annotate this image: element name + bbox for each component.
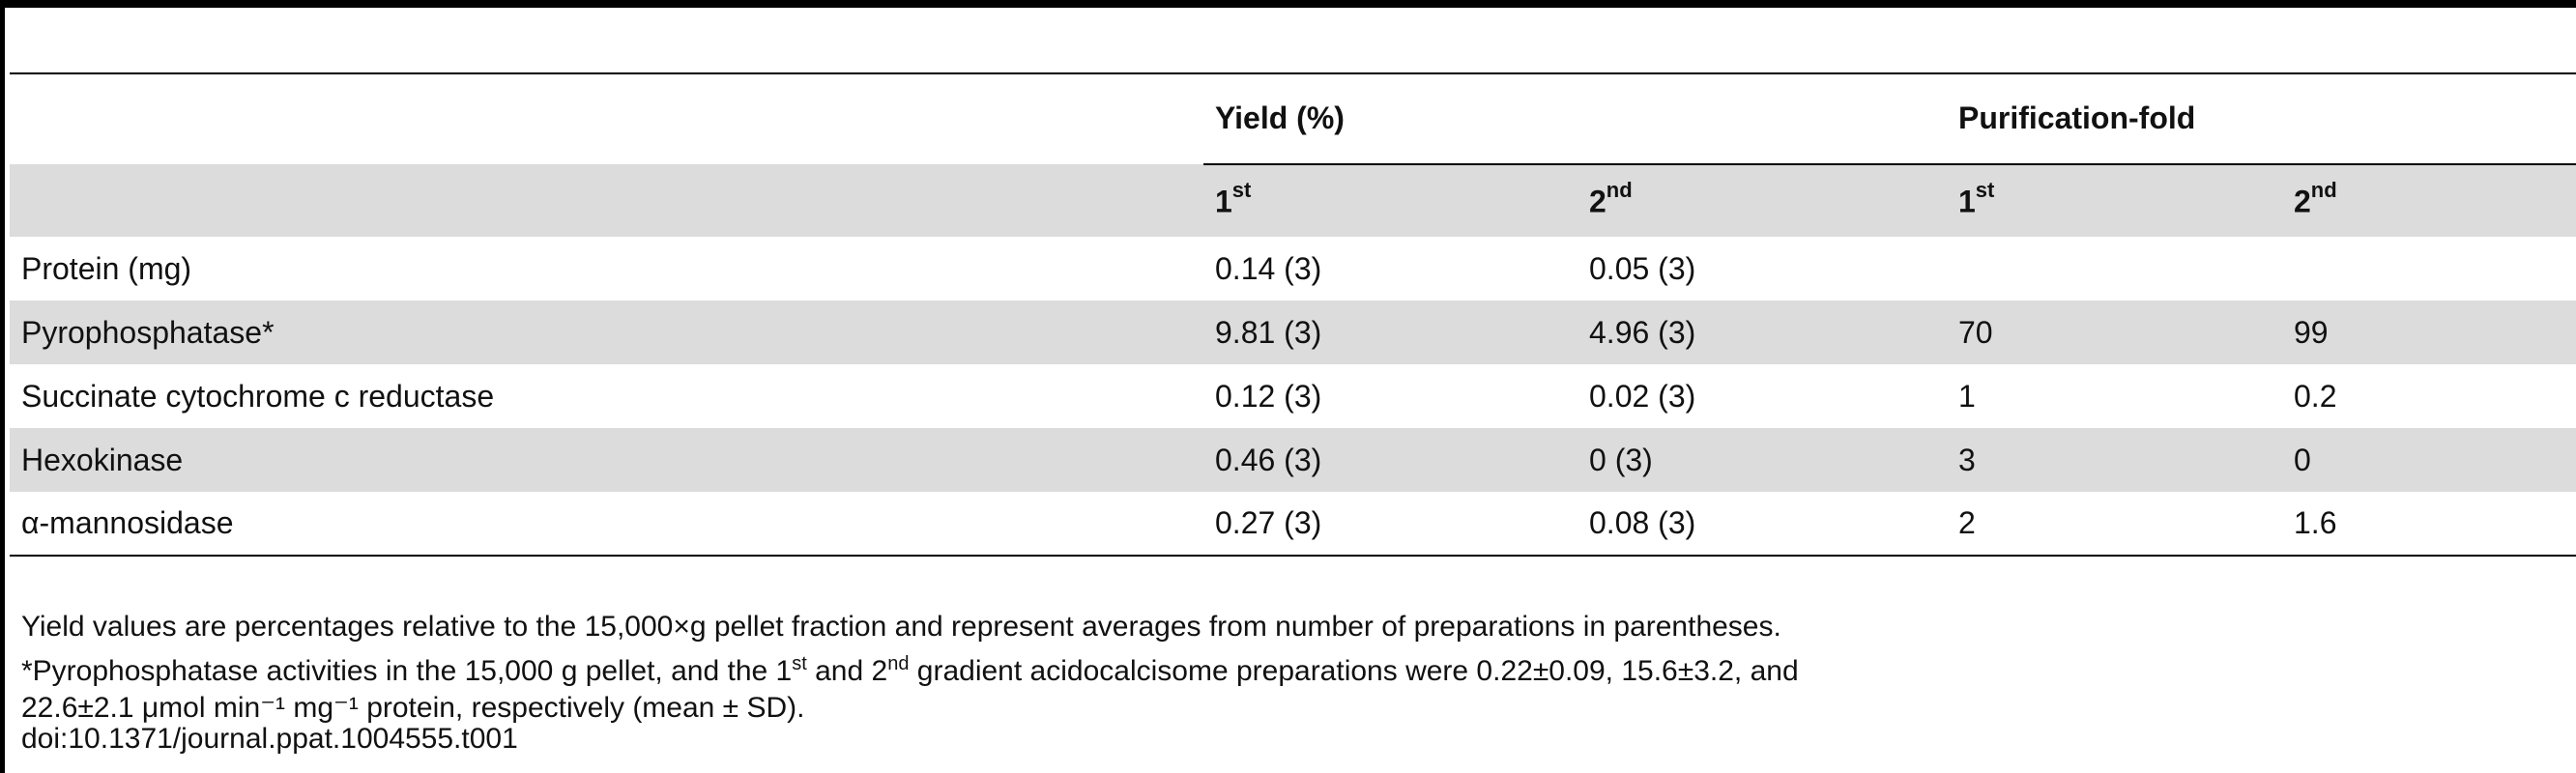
row-label: Succinate cytochrome c reductase: [21, 378, 495, 414]
row-label: Protein (mg): [21, 250, 192, 286]
purif-1st-value: 70: [1958, 314, 1993, 350]
yield-1st-value: 0.27 (3): [1215, 505, 1322, 540]
row-label: Pyrophosphatase*: [21, 314, 275, 350]
purif-2nd-value: [2282, 237, 2576, 301]
yield-2nd-header: 2nd: [1577, 164, 1947, 237]
purif-1st-value: 3: [1958, 442, 1976, 477]
purification-group-header: Purification-fold: [1947, 72, 2576, 165]
footnote-units: 22.6±2.1 μmol min⁻¹ mg⁻¹ protein, respec…: [21, 692, 805, 724]
footnote-pyrophosphatase: *Pyrophosphatase activities in the 15,00…: [21, 645, 2554, 690]
yield-1st-header: 1st: [1203, 164, 1577, 237]
left-border: [0, 0, 5, 773]
footnote-text-a: *Pyrophosphatase activities in the 15,00…: [21, 655, 793, 687]
purif-1st-sup: st: [1975, 178, 1995, 203]
footnote-sup-st: st: [792, 653, 807, 674]
yield-1st-value: 0.14 (3): [1215, 250, 1322, 286]
yield-1st-value: 0.12 (3): [1215, 378, 1322, 414]
yield-2nd-value: 0 (3): [1589, 442, 1653, 477]
yield-group-header: Yield (%): [1203, 72, 1947, 165]
footnote-yield: Yield values are percentages relative to…: [21, 611, 1781, 643]
purif-1st-header: 1st: [1947, 164, 2282, 237]
table-footnotes: Yield values are percentages relative to…: [21, 609, 2554, 727]
yield-2nd-value: 0.08 (3): [1589, 505, 1696, 540]
purif-1st-num: 1: [1958, 184, 1976, 219]
table-row: Protein (mg) 0.14 (3) 0.05 (3): [10, 237, 2576, 301]
purif-2nd-sup: nd: [2310, 178, 2337, 203]
yield-1st-sup: st: [1231, 178, 1252, 203]
yield-1st-value: 0.46 (3): [1215, 442, 1322, 477]
sub-header-row: 1st 2nd 1st 2nd: [10, 164, 2576, 237]
yield-2nd-value: 4.96 (3): [1589, 314, 1696, 350]
row-label: Hexokinase: [21, 442, 184, 477]
row-label: α-mannosidase: [21, 505, 234, 540]
footnote-text-c: gradient acidocalcisome preparations wer…: [909, 655, 1799, 687]
table-row: α-mannosidase 0.27 (3) 0.08 (3) 2 1.6: [10, 492, 2576, 556]
sub-header-blank: [10, 164, 1203, 237]
table-row: Succinate cytochrome c reductase 0.12 (3…: [10, 364, 2576, 428]
purif-2nd-header: 2nd: [2282, 164, 2576, 237]
yield-2nd-num: 2: [1589, 184, 1606, 219]
table-row: Pyrophosphatase* 9.81 (3) 4.96 (3) 70 99: [10, 301, 2576, 364]
yield-2nd-value: 0.02 (3): [1589, 378, 1696, 414]
purif-2nd-value: 0.2: [2294, 378, 2337, 414]
corner-cell: [10, 72, 1203, 164]
yield-1st-value: 9.81 (3): [1215, 314, 1322, 350]
purif-1st-value: 1: [1958, 378, 1976, 414]
yield-2nd-sup: nd: [1606, 178, 1633, 203]
footnote-text-b: and 2: [806, 655, 888, 687]
purif-2nd-value: 1.6: [2294, 505, 2337, 540]
purif-1st-value: [1947, 237, 2282, 301]
yield-1st-num: 1: [1215, 184, 1232, 219]
purif-2nd-value: 99: [2294, 314, 2329, 350]
yield-2nd-value: 0.05 (3): [1589, 250, 1696, 286]
group-header-row: Yield (%) Purification-fold: [10, 72, 2576, 165]
data-table: Yield (%) Purification-fold 1st 2nd 1st …: [10, 72, 2576, 557]
top-border: [0, 0, 2576, 8]
purif-2nd-value: 0: [2294, 442, 2311, 477]
purif-1st-value: 2: [1958, 505, 1976, 540]
table-row: Hexokinase 0.46 (3) 0 (3) 3 0: [10, 428, 2576, 492]
footnote-sup-nd: nd: [887, 653, 910, 674]
doi-link[interactable]: doi:10.1371/journal.ppat.1004555.t001: [21, 723, 518, 755]
purif-2nd-num: 2: [2294, 184, 2311, 219]
